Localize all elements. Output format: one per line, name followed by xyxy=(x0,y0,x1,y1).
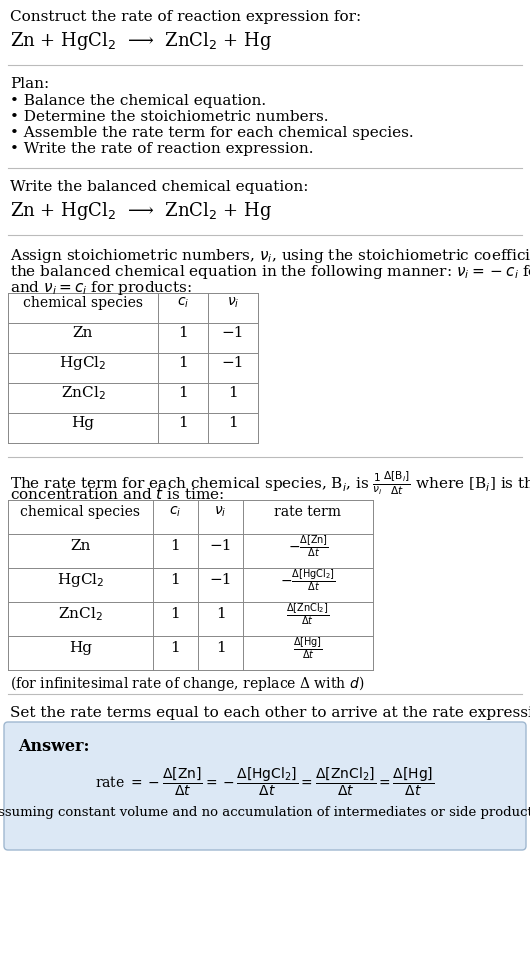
FancyBboxPatch shape xyxy=(4,722,526,850)
Text: 1: 1 xyxy=(228,416,238,430)
Text: Construct the rate of reaction expression for:: Construct the rate of reaction expressio… xyxy=(10,10,361,24)
Text: 1: 1 xyxy=(178,326,188,340)
Text: rate $= -\dfrac{\Delta[\mathrm{Zn}]}{\Delta t} = -\dfrac{\Delta[\mathrm{HgCl_2}]: rate $= -\dfrac{\Delta[\mathrm{Zn}]}{\De… xyxy=(95,766,435,798)
Text: Set the rate terms equal to each other to arrive at the rate expression:: Set the rate terms equal to each other t… xyxy=(10,706,530,720)
Text: chemical species: chemical species xyxy=(23,296,143,310)
Text: $c_i$: $c_i$ xyxy=(177,296,189,310)
Text: Hg: Hg xyxy=(72,416,94,430)
Text: Zn: Zn xyxy=(70,539,91,553)
Text: • Write the rate of reaction expression.: • Write the rate of reaction expression. xyxy=(10,142,314,156)
Text: • Determine the stoichiometric numbers.: • Determine the stoichiometric numbers. xyxy=(10,110,329,124)
Text: and $\nu_i = c_i$ for products:: and $\nu_i = c_i$ for products: xyxy=(10,279,192,297)
Text: rate term: rate term xyxy=(275,505,341,519)
Text: −1: −1 xyxy=(209,573,232,587)
Text: $-\frac{\Delta[\mathrm{Zn}]}{\Delta t}$: $-\frac{\Delta[\mathrm{Zn}]}{\Delta t}$ xyxy=(288,533,328,559)
Text: −1: −1 xyxy=(209,539,232,553)
Text: $\nu_i$: $\nu_i$ xyxy=(227,296,239,310)
Text: 1: 1 xyxy=(171,539,180,553)
Text: $\nu_i$: $\nu_i$ xyxy=(214,505,227,519)
Text: 1: 1 xyxy=(178,416,188,430)
Text: Answer:: Answer: xyxy=(18,738,90,755)
Text: chemical species: chemical species xyxy=(21,505,140,519)
Text: 1: 1 xyxy=(216,641,225,655)
Text: 1: 1 xyxy=(171,641,180,655)
Text: Plan:: Plan: xyxy=(10,77,49,91)
Text: 1: 1 xyxy=(171,607,180,621)
Text: 1: 1 xyxy=(171,573,180,587)
Text: 1: 1 xyxy=(228,386,238,400)
Text: $-\frac{\Delta[\mathrm{HgCl_2}]}{\Delta t}$: $-\frac{\Delta[\mathrm{HgCl_2}]}{\Delta … xyxy=(280,567,335,592)
Text: Zn + HgCl$_2$  ⟶  ZnCl$_2$ + Hg: Zn + HgCl$_2$ ⟶ ZnCl$_2$ + Hg xyxy=(10,200,272,222)
Text: Hg: Hg xyxy=(69,641,92,655)
Text: HgCl$_2$: HgCl$_2$ xyxy=(57,571,104,589)
Text: Zn: Zn xyxy=(73,326,93,340)
Text: (for infinitesimal rate of change, replace Δ with $d$): (for infinitesimal rate of change, repla… xyxy=(10,674,364,693)
Text: HgCl$_2$: HgCl$_2$ xyxy=(59,354,107,372)
Text: −1: −1 xyxy=(222,326,244,340)
Text: Zn + HgCl$_2$  ⟶  ZnCl$_2$ + Hg: Zn + HgCl$_2$ ⟶ ZnCl$_2$ + Hg xyxy=(10,30,272,52)
Text: 1: 1 xyxy=(178,356,188,370)
Text: The rate term for each chemical species, B$_i$, is $\frac{1}{\nu_i}\frac{\Delta[: The rate term for each chemical species,… xyxy=(10,469,530,497)
Text: $\frac{\Delta[\mathrm{Hg}]}{\Delta t}$: $\frac{\Delta[\mathrm{Hg}]}{\Delta t}$ xyxy=(293,635,323,661)
Text: 1: 1 xyxy=(216,607,225,621)
Text: concentration and $t$ is time:: concentration and $t$ is time: xyxy=(10,486,224,502)
Text: −1: −1 xyxy=(222,356,244,370)
Text: ZnCl$_2$: ZnCl$_2$ xyxy=(60,385,105,402)
Text: Write the balanced chemical equation:: Write the balanced chemical equation: xyxy=(10,180,308,194)
Text: $\frac{\Delta[\mathrm{ZnCl_2}]}{\Delta t}$: $\frac{\Delta[\mathrm{ZnCl_2}]}{\Delta t… xyxy=(286,601,330,627)
Text: the balanced chemical equation in the following manner: $\nu_i = -c_i$ for react: the balanced chemical equation in the fo… xyxy=(10,263,530,281)
Text: • Assemble the rate term for each chemical species.: • Assemble the rate term for each chemic… xyxy=(10,126,413,140)
Text: (assuming constant volume and no accumulation of intermediates or side products): (assuming constant volume and no accumul… xyxy=(0,806,530,819)
Text: • Balance the chemical equation.: • Balance the chemical equation. xyxy=(10,94,266,108)
Text: Assign stoichiometric numbers, $\nu_i$, using the stoichiometric coefficients, $: Assign stoichiometric numbers, $\nu_i$, … xyxy=(10,247,530,265)
Text: 1: 1 xyxy=(178,386,188,400)
Text: ZnCl$_2$: ZnCl$_2$ xyxy=(58,605,103,623)
Text: $c_i$: $c_i$ xyxy=(170,505,182,519)
